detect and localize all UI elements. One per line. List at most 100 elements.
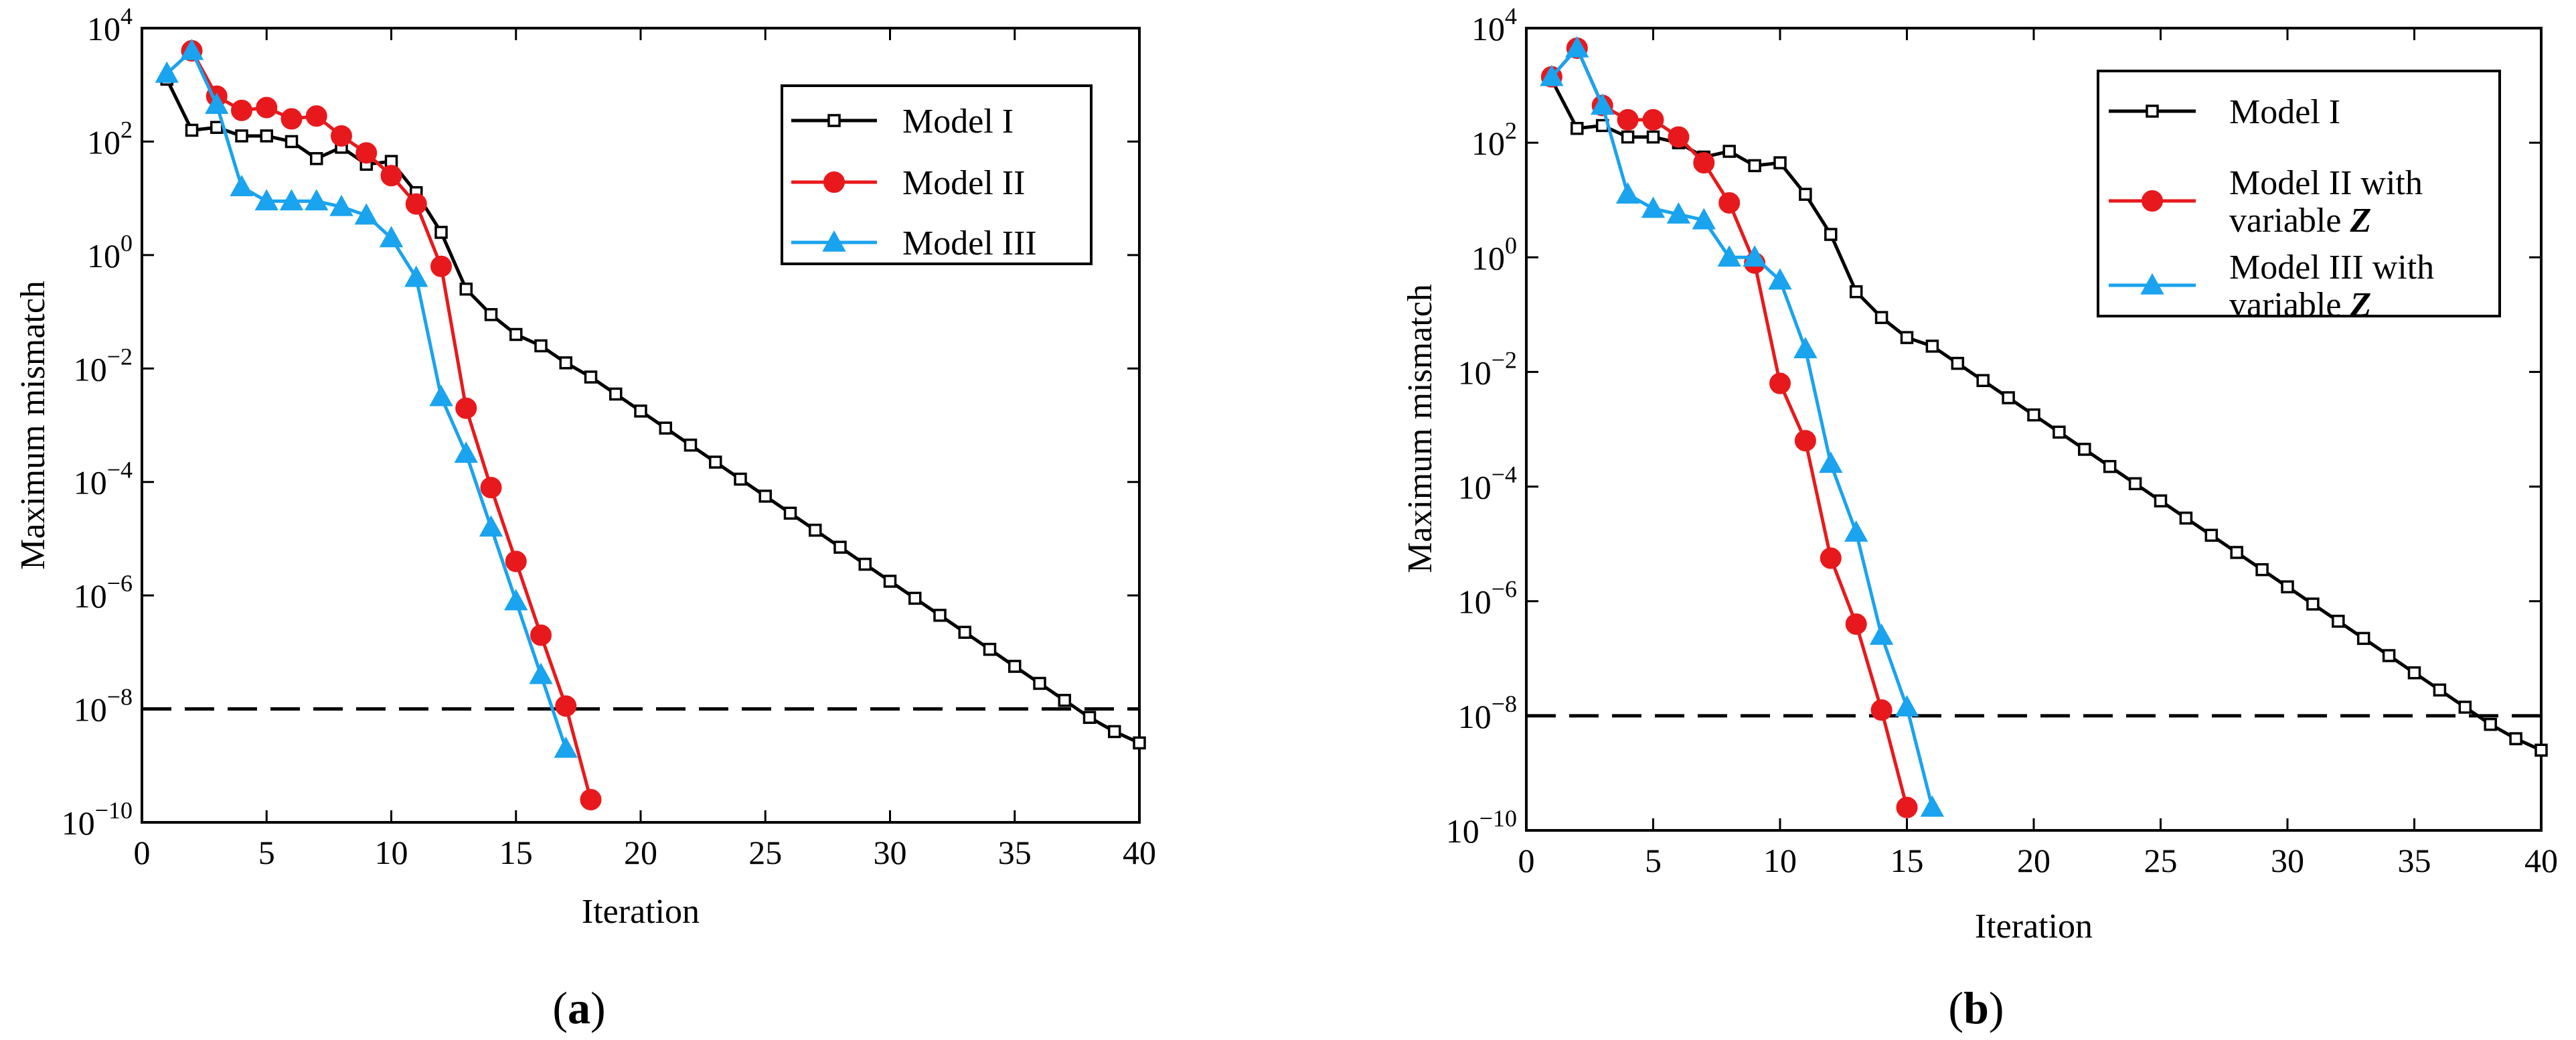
data-point xyxy=(484,308,498,321)
data-point xyxy=(1565,35,1589,58)
y-axis-label: Maximum mismatch xyxy=(1401,284,1439,573)
x-tick-label: 35 xyxy=(998,834,1032,871)
data-point xyxy=(285,135,299,149)
x-tick-label: 0 xyxy=(1518,842,1535,879)
legend-label: Model III xyxy=(902,224,1037,263)
data-point xyxy=(505,550,527,573)
data-point xyxy=(454,441,478,463)
series-line xyxy=(1550,46,1909,808)
x-tick-label: 40 xyxy=(2524,842,2558,879)
x-tick-label: 15 xyxy=(1890,842,1924,879)
data-point xyxy=(459,282,473,296)
legend-swatch-marker xyxy=(822,230,846,252)
data-point xyxy=(305,105,327,127)
legend-swatch-marker xyxy=(2140,273,2164,295)
y-tick-label: 10−10 xyxy=(1446,805,1517,850)
data-point xyxy=(1869,623,1894,645)
data-point xyxy=(1773,156,1787,169)
data-point xyxy=(580,789,602,811)
x-tick-label: 25 xyxy=(2144,842,2178,879)
series-line xyxy=(1550,78,2543,752)
legend-entries: Model I Model II Model III xyxy=(791,102,1037,263)
data-point xyxy=(1058,694,1071,707)
legend-label: Model II xyxy=(902,164,1025,202)
data-point xyxy=(480,477,502,499)
data-point xyxy=(1540,64,1564,86)
data-point xyxy=(609,387,623,401)
data-point xyxy=(529,662,553,684)
data-point xyxy=(329,194,353,216)
data-point xyxy=(1748,159,1761,173)
data-point xyxy=(434,226,448,239)
x-tick-label: 40 xyxy=(1123,834,1156,871)
y-tick-label: 10−4 xyxy=(1458,461,1517,506)
series-model-iii-with-variable-z xyxy=(1540,35,1945,817)
legend-swatch-marker xyxy=(2142,190,2163,212)
legend-label: Model II with xyxy=(2229,164,2423,202)
y-tick-label: 104 xyxy=(87,3,133,48)
legend-label: Model III with xyxy=(2229,248,2434,287)
y-tick-labels: 104 102 100 10−2 10−4 10−6 10−8 10−10 xyxy=(62,3,133,842)
chart-panel-b: 0 5 10 15 20 25 30 35 40 10410210010−210−410−610… xyxy=(1401,3,2558,1033)
data-point xyxy=(1033,676,1046,690)
data-point xyxy=(584,370,598,384)
data-point xyxy=(958,625,971,639)
y-tick-label: 100 xyxy=(87,230,133,275)
data-point xyxy=(509,327,523,342)
data-point xyxy=(1108,725,1121,739)
legend-entry: Model II xyxy=(791,164,1025,202)
x-tick-label: 5 xyxy=(1645,842,1662,879)
data-point xyxy=(260,129,273,143)
data-point xyxy=(2078,443,2091,456)
x-tick-label: 0 xyxy=(134,834,151,871)
data-point xyxy=(1717,245,1741,267)
x-tick-label: 5 xyxy=(258,834,275,871)
panel-label-a: (a) xyxy=(552,982,605,1033)
panel-label-b: (b) xyxy=(1948,982,2004,1033)
data-point xyxy=(2027,408,2040,422)
data-point xyxy=(1819,451,1843,473)
data-point xyxy=(1768,268,1792,290)
data-point xyxy=(2230,546,2243,559)
y-tick-labels: 104 102 100 10−2 10−4 10−6 10−8 10−10 xyxy=(1446,3,1517,850)
data-point xyxy=(634,404,647,418)
legend-label: Model I xyxy=(2229,93,2340,131)
data-point xyxy=(1925,340,1939,353)
data-point xyxy=(254,189,278,211)
data-point xyxy=(2052,425,2066,439)
data-point xyxy=(1743,245,1767,267)
x-tick-labels: 0 5 10 15 20 25 30 35 40 xyxy=(134,834,1157,871)
y-tick-label: 104 xyxy=(1471,3,1517,48)
data-point xyxy=(1794,430,1816,452)
chart-panel-a: 0 5 10 15 20 25 30 35 40 10410210010−210−410−610… xyxy=(14,3,1156,1033)
data-point xyxy=(155,61,179,83)
data-point xyxy=(2179,511,2193,525)
data-point xyxy=(659,421,672,435)
data-point xyxy=(833,540,847,554)
series-layer xyxy=(1540,35,2548,818)
series-model-i xyxy=(160,72,1146,750)
data-point xyxy=(1849,285,1863,299)
data-point xyxy=(2103,459,2117,473)
data-point xyxy=(179,38,204,60)
y-axis-label: Maximum mismatch xyxy=(14,281,52,570)
data-point xyxy=(2154,494,2168,508)
panel-letter: a xyxy=(568,982,590,1033)
data-point xyxy=(530,624,552,646)
y-tick-label: 10−2 xyxy=(1458,346,1517,391)
data-point xyxy=(379,226,404,248)
data-point xyxy=(210,121,224,134)
x-tick-label: 20 xyxy=(624,834,657,871)
data-point xyxy=(231,99,252,121)
y-tick-label: 10−4 xyxy=(74,457,133,502)
data-point xyxy=(1621,130,1635,144)
data-point xyxy=(809,523,822,537)
data-point xyxy=(1920,795,1945,817)
x-tick-label: 15 xyxy=(499,834,533,871)
y-tick-label: 10−6 xyxy=(74,570,133,615)
data-point xyxy=(430,255,452,277)
